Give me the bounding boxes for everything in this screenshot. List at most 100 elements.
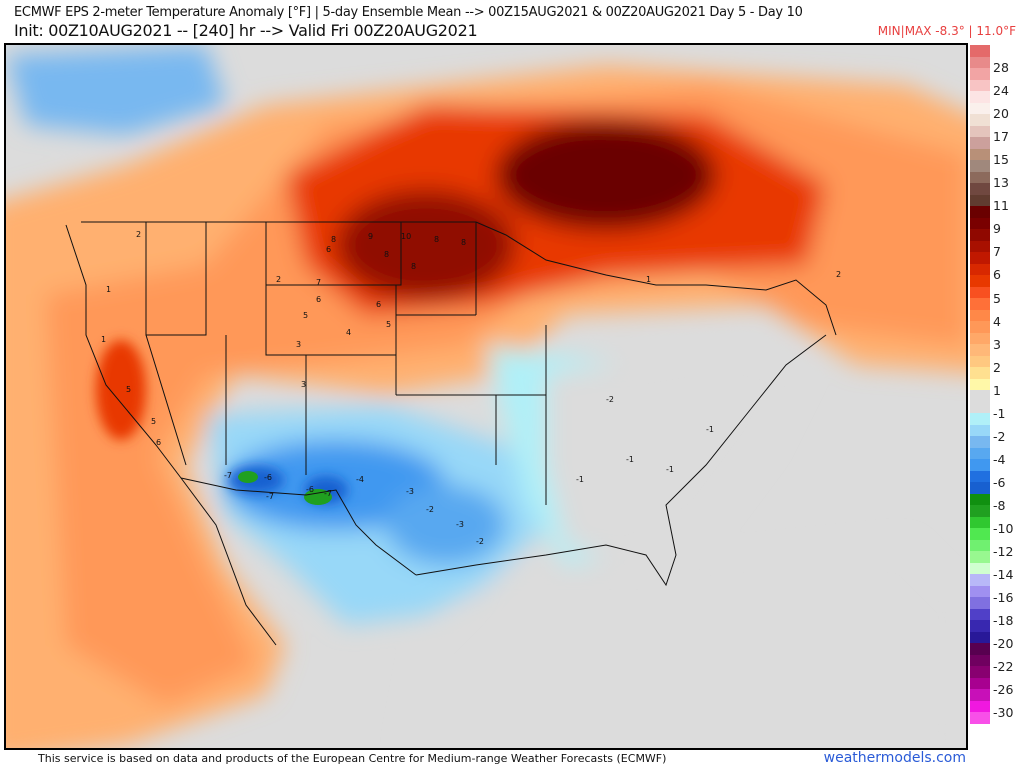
- colorbar-label: -30: [993, 705, 1014, 721]
- colorbar-swatch: [970, 355, 990, 367]
- colorbar-label: 2: [993, 359, 1001, 375]
- colorbar-swatch: [970, 654, 990, 666]
- hot-core-west: [336, 190, 516, 300]
- colorbar-swatch: [970, 344, 990, 356]
- colorbar-swatch: [970, 252, 990, 264]
- texas-cool: [386, 485, 506, 565]
- colorbar-label: 6: [993, 267, 1001, 283]
- colorbar-label: -12: [993, 544, 1014, 560]
- state-lines: [145, 222, 547, 505]
- colorbar-label: -4: [993, 451, 1006, 467]
- colorbar-swatch: [970, 286, 990, 298]
- contour-label: 8: [411, 262, 417, 271]
- colorbar-label: 1: [993, 382, 1001, 398]
- contour-label: 6: [156, 438, 162, 447]
- contour-label: 6: [316, 295, 322, 304]
- contour-label: 5: [386, 320, 392, 329]
- colorbar-swatch: [970, 68, 990, 80]
- contour-label: 8: [434, 235, 440, 244]
- site-link[interactable]: weathermodels.com: [823, 750, 966, 766]
- us-mexico-border: [180, 477, 417, 576]
- colorbar-swatch: [970, 45, 990, 57]
- colorbar-swatch: [970, 585, 990, 597]
- colorbar-label: 11: [993, 198, 1009, 214]
- contour-label: -3: [406, 487, 414, 496]
- colorbar-swatch: [970, 447, 990, 459]
- colorbar-swatch: [970, 493, 990, 505]
- colorbar-swatch: [970, 367, 990, 379]
- colorbar-swatch: [970, 700, 990, 712]
- colorbar-swatch: [970, 332, 990, 344]
- colorbar-swatch: [970, 666, 990, 678]
- contour-label: 3: [301, 380, 307, 389]
- eastern-gray: [546, 345, 806, 565]
- colorbar-swatch: [970, 643, 990, 655]
- contour-label: 8: [331, 235, 337, 244]
- colorbar-swatch: [970, 620, 990, 632]
- colorbar-swatch: [970, 309, 990, 321]
- gulf-coast: [415, 334, 827, 587]
- colorbar-swatch: [970, 79, 990, 91]
- colorbar-label: -8: [993, 497, 1006, 513]
- colorbar-label: -20: [993, 636, 1014, 652]
- contour-label: -1: [666, 465, 674, 474]
- colorbar-swatch: [970, 505, 990, 517]
- colorbar-swatch: [970, 263, 990, 275]
- colorbar-label: -22: [993, 659, 1014, 675]
- colorbar-swatch: [970, 459, 990, 471]
- colorbar-swatch: [970, 56, 990, 68]
- contour-label: 5: [151, 417, 157, 426]
- colorbar-swatch: [970, 689, 990, 701]
- contour-label: 2: [276, 275, 282, 284]
- colorbar-swatch: [970, 240, 990, 252]
- colorbar-swatch: [970, 597, 990, 609]
- contour-label: -6: [306, 485, 314, 494]
- colorbar-label: -16: [993, 590, 1014, 606]
- colorbar-swatch: [970, 298, 990, 310]
- colorbar-label: -2: [993, 428, 1006, 444]
- colorbar-swatch: [970, 229, 990, 241]
- contour-label: 8: [461, 238, 467, 247]
- contour-label: -6: [264, 473, 272, 482]
- contour-label: -2: [606, 395, 614, 404]
- colorbar-swatch: [970, 275, 990, 287]
- contour-label: -2: [476, 537, 484, 546]
- colorbar-swatch: [970, 194, 990, 206]
- colorbar-label: 15: [993, 152, 1009, 168]
- colorbar-swatch: [970, 413, 990, 425]
- contour-label: -3: [456, 520, 464, 529]
- contour-label: -1: [706, 425, 714, 434]
- colorbar-swatch: [970, 631, 990, 643]
- colorbar-label: 17: [993, 129, 1009, 145]
- contour-label: -2: [426, 505, 434, 514]
- contour-label: 6: [326, 245, 332, 254]
- contour-label: -1: [576, 475, 584, 484]
- colorbar-swatch: [970, 183, 990, 195]
- contour-label: 2: [136, 230, 142, 239]
- temperature-anomaly-map: 10 9 8 8 8 8 8 7 6 5 6 6 5 4 3 2 1 1 2 3 5 6 5 -7 -6 -7 -6 -7 -4 -3 -3…: [4, 43, 968, 750]
- colorbar-swatch: [970, 125, 990, 137]
- us-canada-border: [81, 221, 837, 336]
- colorbar-swatch: [970, 562, 990, 574]
- gulf-gray: [406, 545, 966, 748]
- colorbar-label: 5: [993, 290, 1001, 306]
- colorbar-swatch: [970, 516, 990, 528]
- contour-label: 3: [296, 340, 302, 349]
- colorbar-label: -18: [993, 613, 1014, 629]
- contour-label: -7: [324, 489, 332, 498]
- colorbar-label: -10: [993, 521, 1014, 536]
- boundaries: [65, 221, 837, 646]
- colorbar-label: -6: [993, 474, 1006, 490]
- colorbar-swatch: [970, 171, 990, 183]
- colorbar-swatch: [970, 712, 990, 724]
- map-subtitle: Init: 00Z10AUG2021 -- [240] hr --> Valid…: [14, 21, 478, 40]
- contour-label: 10: [401, 232, 412, 241]
- colorbar-swatch: [970, 528, 990, 540]
- colorbar-label: 9: [993, 221, 1001, 237]
- map-title: ECMWF EPS 2-meter Temperature Anomaly [°…: [14, 5, 803, 20]
- colorbar-swatch: [970, 321, 990, 333]
- footer-credit: This service is based on data and produc…: [38, 752, 667, 765]
- contour-label: 9: [368, 232, 374, 241]
- colorbar-label: -26: [993, 682, 1014, 698]
- colorbar-swatch: [970, 378, 990, 390]
